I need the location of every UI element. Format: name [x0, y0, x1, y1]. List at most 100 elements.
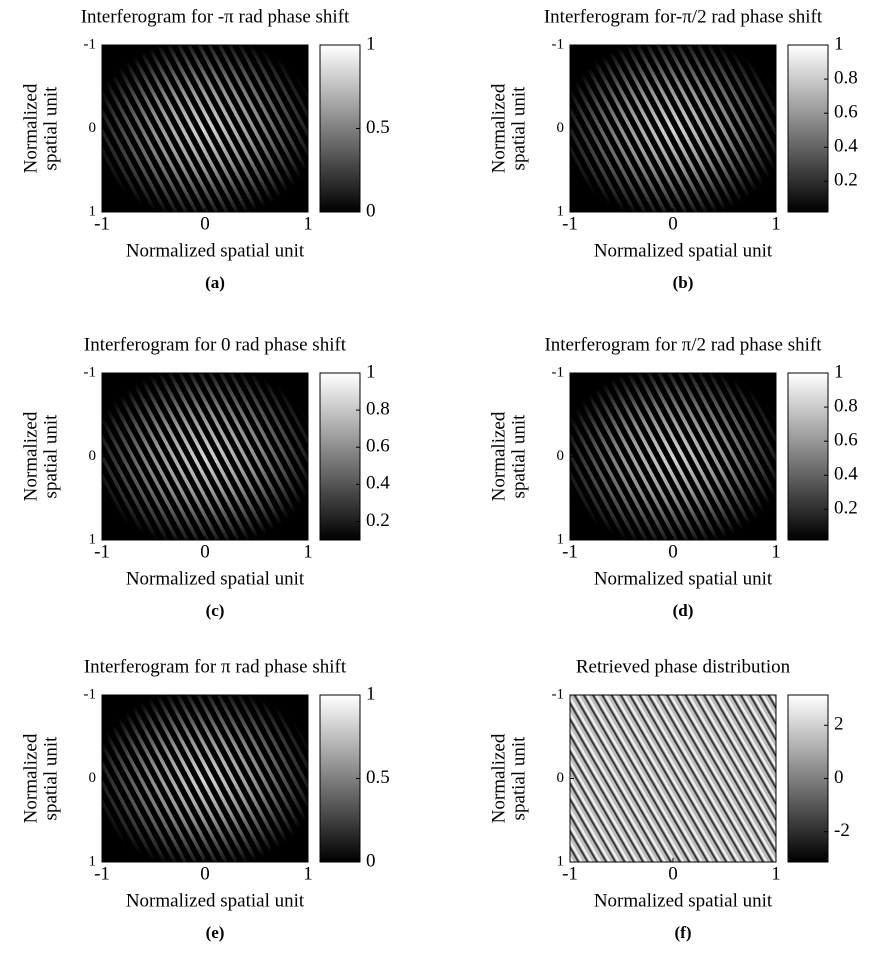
- x-axis-label: Normalized spatial unit: [126, 890, 305, 911]
- x-tick-label: 1: [771, 863, 781, 884]
- x-tick-label: 1: [303, 541, 313, 562]
- y-tick-label: 1: [89, 203, 97, 219]
- x-tick-label: 1: [303, 213, 313, 234]
- y-axis-label: Normalized: [20, 411, 41, 501]
- y-tick-label: -1: [84, 364, 97, 380]
- x-tick-label: -1: [562, 213, 578, 234]
- x-tick-label: 0: [200, 541, 210, 562]
- colorbar-tick-label: 0.4: [366, 473, 390, 494]
- y-axis-label: spatial unit: [508, 86, 529, 171]
- x-axis-label: Normalized spatial unit: [594, 240, 773, 261]
- x-tick-label: 1: [771, 541, 781, 562]
- colorbar: [788, 373, 828, 540]
- colorbar-tick-label: 1: [834, 33, 844, 54]
- phase-image: [570, 695, 776, 862]
- interferogram-image: [102, 45, 308, 212]
- x-tick-label: -1: [94, 863, 110, 884]
- y-axis-label: spatial unit: [40, 414, 61, 499]
- x-tick-label: 0: [668, 863, 678, 884]
- y-tick-label: 1: [557, 853, 565, 869]
- y-axis-label: spatial unit: [40, 86, 61, 171]
- caption: (b): [673, 273, 694, 292]
- panel-title: Interferogram for-π/2 rad phase shift: [544, 6, 823, 27]
- y-axis-label: spatial unit: [508, 414, 529, 499]
- x-tick-label: 0: [200, 213, 210, 234]
- x-axis-label: Normalized spatial unit: [126, 240, 305, 261]
- x-axis-label: Normalized spatial unit: [594, 890, 773, 911]
- y-axis-label: Normalized: [20, 83, 41, 173]
- colorbar: [788, 695, 828, 862]
- x-tick-label: 0: [668, 541, 678, 562]
- colorbar-tick-label: 0: [834, 767, 844, 788]
- colorbar-tick-label: 0.2: [834, 498, 858, 519]
- y-tick-label: 1: [557, 531, 565, 547]
- colorbar-tick-label: 0.2: [834, 170, 858, 191]
- caption: (a): [205, 273, 225, 292]
- y-axis-label: Normalized: [488, 411, 509, 501]
- y-tick-label: 0: [89, 120, 97, 136]
- y-tick-label: -1: [552, 686, 565, 702]
- x-tick-label: 1: [303, 863, 313, 884]
- x-tick-label: 1: [771, 213, 781, 234]
- colorbar-tick-label: 0.8: [366, 398, 390, 419]
- colorbar-tick-label: 1: [366, 683, 376, 704]
- caption: (e): [206, 923, 225, 942]
- x-tick-label: 0: [668, 213, 678, 234]
- x-tick-label: -1: [94, 541, 110, 562]
- y-tick-label: 0: [557, 770, 565, 786]
- colorbar-tick-label: 1: [834, 361, 844, 382]
- interferogram-image: [570, 373, 776, 540]
- caption: (d): [673, 601, 694, 620]
- colorbar-tick-label: 0.6: [366, 436, 390, 457]
- caption: (f): [675, 923, 692, 942]
- y-axis-label: Normalized: [488, 733, 509, 823]
- y-tick-label: 0: [89, 770, 97, 786]
- panel-title: Interferogram for π rad phase shift: [84, 656, 347, 677]
- panel-title: Interferogram for π/2 rad phase shift: [544, 334, 822, 355]
- figure: Interferogram for -π rad phase shift -1 0 1…: [0, 0, 871, 953]
- y-tick-label: 1: [89, 853, 97, 869]
- colorbar-tick-label: 0.2: [366, 510, 390, 531]
- colorbar-tick-label: 2: [834, 714, 844, 735]
- x-axis-label: Normalized spatial unit: [594, 568, 773, 589]
- y-tick-label: 0: [557, 448, 565, 464]
- y-tick-label: -1: [84, 686, 97, 702]
- interferogram-image: [102, 373, 308, 540]
- colorbar-tick-label: 1: [366, 33, 376, 54]
- y-axis-label: Normalized: [20, 733, 41, 823]
- colorbar-tick-label: 0.4: [834, 136, 858, 157]
- caption: (c): [206, 601, 225, 620]
- colorbar-tick-label: 0: [366, 200, 376, 221]
- panel-title: Interferogram for -π rad phase shift: [81, 6, 350, 27]
- y-tick-label: 0: [557, 120, 565, 136]
- colorbar: [320, 45, 360, 212]
- panel-title: Interferogram for 0 rad phase shift: [84, 334, 347, 355]
- y-tick-label: 0: [89, 448, 97, 464]
- y-tick-label: -1: [84, 36, 97, 52]
- interferogram-image: [570, 45, 776, 212]
- colorbar: [320, 695, 360, 862]
- colorbar-tick-label: 0.8: [834, 395, 858, 416]
- colorbar-tick-label: -2: [834, 820, 850, 841]
- colorbar-tick-label: 0.6: [834, 430, 858, 451]
- y-tick-label: -1: [552, 36, 565, 52]
- x-axis-label: Normalized spatial unit: [126, 568, 305, 589]
- y-tick-label: -1: [552, 364, 565, 380]
- x-tick-label: -1: [94, 213, 110, 234]
- colorbar-tick-label: 0.8: [834, 67, 858, 88]
- y-tick-label: 1: [89, 531, 97, 547]
- y-axis-label: spatial unit: [40, 736, 61, 821]
- colorbar-tick-label: 0: [366, 850, 376, 871]
- x-tick-label: 0: [200, 863, 210, 884]
- colorbar: [320, 373, 360, 540]
- y-axis-label: spatial unit: [508, 736, 529, 821]
- colorbar-tick-label: 1: [366, 361, 376, 382]
- interferogram-image: [102, 695, 308, 862]
- colorbar: [788, 45, 828, 212]
- x-tick-label: -1: [562, 863, 578, 884]
- y-axis-label: Normalized: [488, 83, 509, 173]
- colorbar-tick-label: 0.5: [366, 117, 390, 138]
- colorbar-tick-label: 0.6: [834, 102, 858, 123]
- colorbar-tick-label: 0.4: [834, 464, 858, 485]
- x-tick-label: -1: [562, 541, 578, 562]
